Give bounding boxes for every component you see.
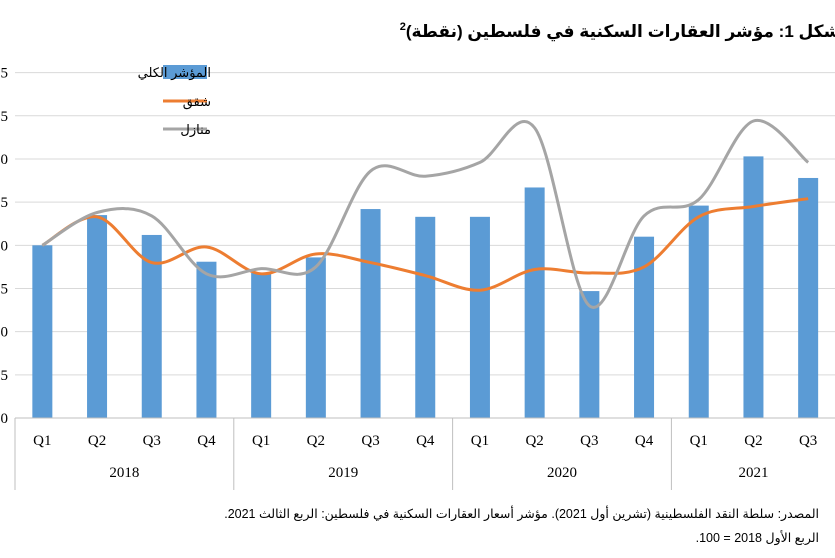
- y-tick-label: 0: [1, 411, 9, 427]
- bar: [634, 236, 655, 418]
- chart-title-text: شكل 1: مؤشر العقارات السكنية في فلسطين (…: [406, 22, 835, 42]
- line-series: [41, 119, 810, 309]
- x-tick-label: Q2: [307, 433, 325, 449]
- x-tick-label: Q3: [361, 433, 379, 449]
- bar: [415, 216, 436, 418]
- y-tick-label: 5: [1, 368, 9, 384]
- legend: المؤشر الكلي شقق منازل: [138, 65, 211, 138]
- base-note: الربع الأول 2018 = 100.: [695, 531, 819, 545]
- x-tick-label: Q3: [143, 433, 161, 449]
- x-tick-label: Q2: [744, 433, 762, 449]
- line-houses: [41, 119, 810, 309]
- y-tick-label: 0: [1, 325, 9, 341]
- y-tick-label: 5: [1, 195, 9, 211]
- bar: [251, 272, 272, 418]
- x-tick-label: Q2: [525, 433, 543, 449]
- x-tick-label: Q2: [88, 433, 106, 449]
- chart-title: شكل 1: مؤشر العقارات السكنية في فلسطين (…: [400, 21, 835, 42]
- year-label: 2021: [738, 465, 768, 481]
- bar: [141, 234, 162, 418]
- x-tick-label: Q3: [799, 433, 817, 449]
- bar: [469, 216, 490, 418]
- chart: شكل 1: مؤشر العقارات السكنية في فلسطين (…: [1, 21, 835, 490]
- bar: [87, 215, 108, 418]
- x-tick-label: Q1: [252, 433, 270, 449]
- x-tick-label: Q4: [635, 433, 654, 449]
- year-label: 2020: [547, 465, 577, 481]
- bar: [305, 257, 326, 418]
- bar: [524, 187, 545, 418]
- legend-swatch-bar: [163, 65, 207, 79]
- legend-label: شقق: [183, 94, 211, 110]
- bar: [32, 245, 53, 418]
- year-label: 2018: [109, 465, 139, 481]
- x-tick-label: Q1: [33, 433, 51, 449]
- y-tick-label: 5: [1, 66, 9, 82]
- bar-series: [32, 156, 819, 418]
- y-tick-label: 0: [1, 152, 9, 168]
- y-tick-label: 5: [1, 281, 9, 297]
- bar: [798, 177, 819, 418]
- bar: [360, 209, 381, 418]
- chart-title-superscript: 2: [400, 21, 406, 33]
- bar: [196, 261, 217, 418]
- y-tick-label: 5: [1, 109, 9, 125]
- legend-label: المؤشر الكلي: [138, 65, 211, 81]
- y-axis: 0 5 0 5 0 5 0 5 5: [1, 66, 9, 427]
- x-tick-label: Q1: [471, 433, 489, 449]
- x-tick-label: Q3: [580, 433, 598, 449]
- x-tick-label: Q4: [197, 433, 216, 449]
- line-apartments: [41, 197, 809, 292]
- bar: [743, 156, 764, 418]
- year-label: 2019: [328, 465, 358, 481]
- x-tick-label: Q1: [690, 433, 708, 449]
- y-tick-label: 0: [1, 238, 9, 254]
- x-tick-label: Q4: [416, 433, 435, 449]
- bar: [579, 291, 600, 418]
- bar: [688, 205, 709, 418]
- legend-label: منازل: [180, 122, 211, 138]
- source-note: المصدر: سلطة النقد الفلسطينية (تشرين أول…: [224, 507, 819, 521]
